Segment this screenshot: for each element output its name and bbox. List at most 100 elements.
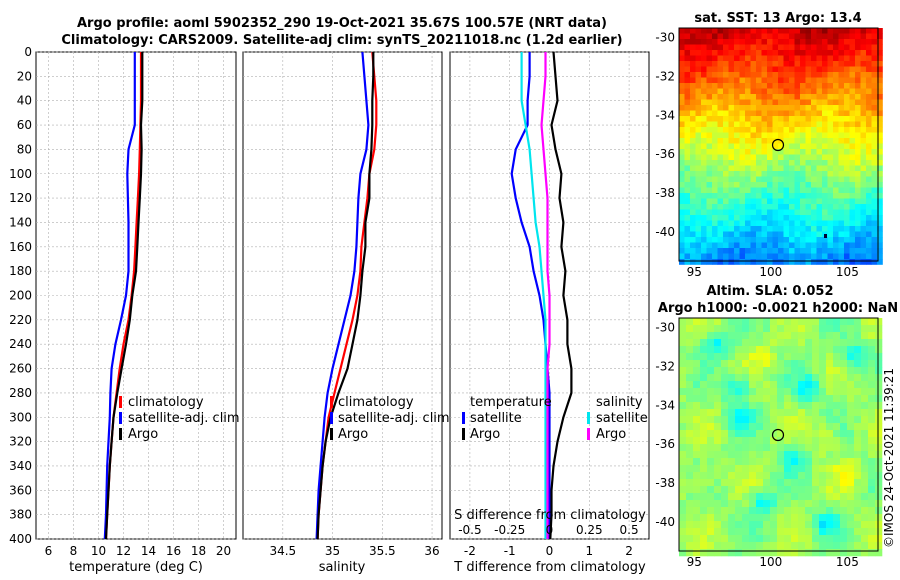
sst-cell xyxy=(772,154,779,161)
sla-cell xyxy=(798,346,806,354)
sla-cell xyxy=(819,465,827,473)
sst-cell xyxy=(866,77,872,84)
sla-cell xyxy=(819,535,827,543)
sst-cell xyxy=(745,143,751,150)
sst-cell xyxy=(855,105,861,111)
sst-cell xyxy=(706,187,713,194)
imos-credit: ©IMOS 24-Oct-2021 11:39:21 xyxy=(882,368,896,548)
legend-argo-s: Argo xyxy=(596,427,626,442)
sla-cell xyxy=(693,367,701,375)
sla-cell xyxy=(777,416,785,424)
sla-cell xyxy=(756,332,764,340)
sst-cell xyxy=(866,193,872,199)
sst-cell xyxy=(750,259,757,265)
sst-cell xyxy=(723,171,729,177)
sst-cell xyxy=(860,187,867,194)
sst-cell xyxy=(778,77,784,84)
sst-cell xyxy=(701,127,707,133)
sst-cell xyxy=(811,105,817,111)
sst-cell xyxy=(695,237,702,243)
sst-cell xyxy=(723,231,729,238)
sst-cell xyxy=(684,149,691,155)
sla-cell xyxy=(742,507,750,515)
sst-cell xyxy=(860,110,867,117)
sla-cell xyxy=(777,409,785,417)
sst-cell xyxy=(767,209,773,216)
sla-cell xyxy=(784,486,792,494)
sla-cell xyxy=(798,472,806,480)
sst-cell xyxy=(767,132,773,139)
sla-cell xyxy=(805,486,813,494)
sla-cell xyxy=(791,500,799,508)
sst-cell xyxy=(871,204,878,210)
sla-cell xyxy=(763,493,771,501)
sst-cell xyxy=(855,28,861,34)
sst-cell xyxy=(783,248,790,254)
sst-cell xyxy=(734,209,740,216)
sst-cell xyxy=(761,72,768,78)
sla-cell xyxy=(819,514,827,522)
sst-cell xyxy=(822,28,828,34)
sla-cell xyxy=(812,444,820,452)
sla-cell xyxy=(728,374,736,382)
sla-cell xyxy=(742,500,750,508)
sst-cell xyxy=(728,94,735,100)
sla-cell xyxy=(826,360,834,368)
sst-cell xyxy=(827,259,834,265)
argo-position-marker xyxy=(771,138,785,152)
sst-cell xyxy=(728,204,735,210)
sla-cell xyxy=(826,514,834,522)
sla-cell xyxy=(735,374,743,382)
sst-cell xyxy=(778,105,784,111)
sst-cell xyxy=(734,143,740,150)
sst-cell xyxy=(750,182,757,188)
sst-cell xyxy=(728,72,735,78)
x-tick-label: 8 xyxy=(70,544,78,558)
sst-cell xyxy=(805,259,812,265)
sst-cell xyxy=(756,88,762,95)
sst-cell xyxy=(855,253,861,260)
sla-cell xyxy=(686,346,694,354)
x-tick-label: 12 xyxy=(116,544,131,558)
sla-cell xyxy=(735,514,743,522)
sst-cell xyxy=(778,116,784,122)
sla-cell xyxy=(875,507,883,515)
sst-cell xyxy=(723,143,729,150)
sst-cell xyxy=(756,231,762,238)
sla-cell xyxy=(714,346,722,354)
sst-cell xyxy=(750,215,757,221)
sla-cell xyxy=(742,381,750,389)
sst-cell xyxy=(761,154,768,161)
sst-cell xyxy=(871,237,878,243)
sst-cell xyxy=(838,116,845,122)
sla-cell xyxy=(819,458,827,466)
sla-cell xyxy=(875,437,883,445)
sla-cell xyxy=(707,500,715,508)
sst-cell xyxy=(794,116,801,122)
sla-cell xyxy=(812,423,820,431)
sla-cell xyxy=(784,549,792,557)
sst-cell xyxy=(811,198,817,205)
sla-cell xyxy=(721,367,729,375)
sla-cell xyxy=(721,430,729,438)
sla-cell xyxy=(854,479,862,487)
sst-cell xyxy=(833,66,839,73)
sla-cell xyxy=(875,500,883,508)
sst-cell xyxy=(734,204,740,210)
sst-cell xyxy=(805,160,812,166)
depth-tick-label: 40 xyxy=(17,94,32,108)
sst-cell xyxy=(756,171,762,177)
sst-cell xyxy=(849,253,856,260)
sla-cell xyxy=(707,332,715,340)
sst-cell xyxy=(750,154,757,161)
sst-cell xyxy=(772,198,779,205)
sla-cell xyxy=(812,416,820,424)
sst-cell xyxy=(838,220,845,227)
sst-cell xyxy=(745,110,751,117)
sla-cell xyxy=(728,388,736,396)
sst-cell xyxy=(871,165,878,172)
sst-cell xyxy=(684,226,691,232)
sst-cell xyxy=(827,55,834,62)
sst-cell xyxy=(750,77,757,84)
sst-cell xyxy=(690,83,696,89)
